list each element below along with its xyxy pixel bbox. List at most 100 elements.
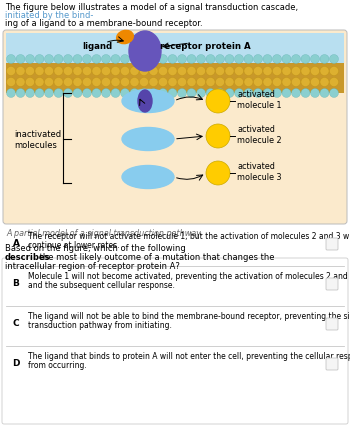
FancyBboxPatch shape (326, 318, 338, 330)
Circle shape (168, 78, 177, 87)
Circle shape (83, 55, 91, 64)
Circle shape (196, 67, 205, 76)
Circle shape (273, 89, 281, 98)
Circle shape (225, 89, 234, 98)
Circle shape (159, 78, 168, 87)
Circle shape (234, 89, 244, 98)
Circle shape (329, 78, 338, 87)
Circle shape (92, 78, 101, 87)
Circle shape (63, 78, 72, 87)
Ellipse shape (117, 31, 133, 45)
Circle shape (92, 67, 101, 76)
Circle shape (253, 67, 262, 76)
Circle shape (35, 55, 44, 64)
Circle shape (63, 55, 72, 64)
Text: The receptor will not activate molecule 1, but the activation of molecules 2 and: The receptor will not activate molecule … (28, 231, 350, 240)
Circle shape (292, 67, 301, 76)
Circle shape (206, 125, 230, 149)
Circle shape (177, 67, 187, 76)
Circle shape (244, 55, 253, 64)
Circle shape (120, 55, 130, 64)
Circle shape (83, 67, 91, 76)
Circle shape (234, 55, 244, 64)
Circle shape (73, 55, 82, 64)
Circle shape (111, 89, 120, 98)
Circle shape (16, 67, 25, 76)
Circle shape (35, 89, 44, 98)
Circle shape (111, 78, 120, 87)
Text: continue at lower rates.: continue at lower rates. (28, 240, 119, 249)
Circle shape (310, 55, 320, 64)
Circle shape (329, 55, 338, 64)
Circle shape (159, 89, 168, 98)
Circle shape (310, 67, 320, 76)
FancyBboxPatch shape (3, 31, 347, 225)
Circle shape (196, 89, 205, 98)
Circle shape (177, 78, 187, 87)
Text: activated
molecule 1: activated molecule 1 (237, 90, 281, 109)
Circle shape (54, 78, 63, 87)
Text: from occurring.: from occurring. (28, 360, 87, 369)
Circle shape (206, 78, 215, 87)
Circle shape (26, 55, 35, 64)
Ellipse shape (129, 32, 161, 72)
Circle shape (35, 67, 44, 76)
Circle shape (196, 78, 205, 87)
Text: initiated by the bind-: initiated by the bind- (5, 11, 93, 20)
Circle shape (282, 89, 291, 98)
Circle shape (187, 67, 196, 76)
Circle shape (7, 78, 15, 87)
Circle shape (187, 55, 196, 64)
Bar (6, 64, 344, 94)
Circle shape (225, 78, 234, 87)
Circle shape (102, 67, 111, 76)
Circle shape (244, 78, 253, 87)
Circle shape (282, 78, 291, 87)
Ellipse shape (122, 166, 174, 189)
Text: D: D (12, 359, 20, 368)
Circle shape (273, 78, 281, 87)
Circle shape (206, 89, 215, 98)
Text: Molecule 1 will not become activated, preventing the activation of molecules 2 a: Molecule 1 will not become activated, pr… (28, 271, 350, 280)
Circle shape (273, 67, 281, 76)
Circle shape (301, 78, 310, 87)
Circle shape (92, 89, 101, 98)
Bar (6, 34, 344, 66)
Circle shape (130, 78, 139, 87)
Circle shape (310, 78, 320, 87)
Circle shape (92, 55, 101, 64)
Text: inactivated
molecules: inactivated molecules (14, 130, 61, 150)
Circle shape (177, 55, 187, 64)
Circle shape (54, 55, 63, 64)
Circle shape (130, 89, 139, 98)
Circle shape (301, 89, 310, 98)
Text: transduction pathway from initiating.: transduction pathway from initiating. (28, 320, 172, 329)
Circle shape (7, 89, 15, 98)
Circle shape (54, 67, 63, 76)
Circle shape (140, 67, 148, 76)
Circle shape (83, 89, 91, 98)
Circle shape (102, 89, 111, 98)
Circle shape (177, 89, 187, 98)
Circle shape (320, 78, 329, 87)
Circle shape (216, 78, 224, 87)
Text: activated
molecule 2: activated molecule 2 (237, 125, 282, 144)
Circle shape (111, 67, 120, 76)
Circle shape (35, 78, 44, 87)
Text: B: B (13, 279, 20, 288)
Circle shape (253, 89, 262, 98)
Circle shape (120, 67, 130, 76)
Circle shape (168, 55, 177, 64)
Circle shape (140, 89, 148, 98)
Text: The figure below illustrates a model of a signal transduction cascade,: The figure below illustrates a model of … (5, 3, 301, 12)
Circle shape (149, 78, 158, 87)
Circle shape (44, 55, 54, 64)
Circle shape (7, 55, 15, 64)
Circle shape (282, 55, 291, 64)
Circle shape (216, 67, 224, 76)
Circle shape (301, 67, 310, 76)
Circle shape (83, 78, 91, 87)
Ellipse shape (122, 128, 174, 151)
Circle shape (26, 78, 35, 87)
Circle shape (159, 67, 168, 76)
